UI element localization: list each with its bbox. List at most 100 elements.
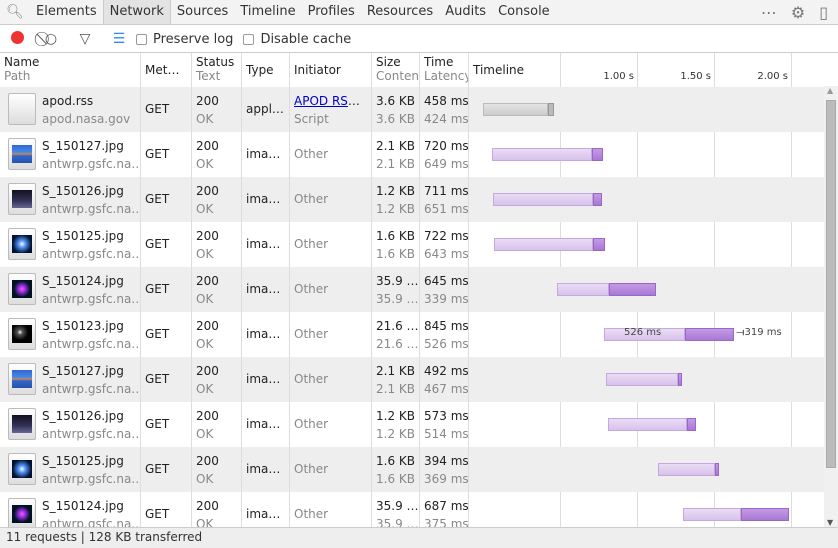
gear-icon[interactable]: ⚙ xyxy=(790,3,806,22)
request-row[interactable]: S_150126.jpg antwrp.gsfc.na… GET 200 OK imag…… xyxy=(0,402,824,447)
tab-timeline[interactable]: Timeline xyxy=(240,4,296,19)
search-icon[interactable]: 🔍︎ xyxy=(6,4,24,20)
tab-profiles[interactable]: Profiles xyxy=(307,4,355,19)
request-row[interactable]: S_150126.jpg antwrp.gsfc.na… GET 200 OK imag…… xyxy=(0,177,824,222)
type-cell: imag… xyxy=(242,132,290,177)
column-header-name[interactable]: Name Path xyxy=(0,53,141,87)
latency-bar[interactable] xyxy=(493,238,593,251)
type-cell: appli… xyxy=(242,87,290,132)
record-button[interactable] xyxy=(0,30,34,48)
initiator-link[interactable]: APOD RSS:0 xyxy=(294,94,368,108)
column-title: Time xyxy=(424,55,454,69)
cell-primary: S_150123.jpg xyxy=(42,319,124,333)
time-cell: 711 ms 651 ms xyxy=(420,177,469,222)
file-thumbnail-icon xyxy=(8,498,36,530)
request-row[interactable]: S_150124.jpg antwrp.gsfc.na… GET 200 OK imag…… xyxy=(0,267,824,312)
receive-bar[interactable] xyxy=(548,103,554,116)
file-thumbnail-icon xyxy=(8,363,36,395)
request-row[interactable]: S_150124.jpg antwrp.gsfc.na… GET 200 OK imag…… xyxy=(0,492,824,537)
cell-primary: 1.2 KB xyxy=(376,409,415,423)
latency-bar[interactable] xyxy=(604,328,686,341)
initiator-cell: Other xyxy=(290,357,372,402)
column-header-time[interactable]: Time Latency xyxy=(420,53,469,87)
cell-secondary: 35.9 … xyxy=(376,292,419,306)
initiator-cell: Other xyxy=(290,492,372,537)
receive-bar[interactable] xyxy=(592,238,606,251)
receive-bar[interactable] xyxy=(609,283,657,296)
column-header-size[interactable]: Size Content xyxy=(372,53,420,87)
request-row[interactable]: S_150125.jpg antwrp.gsfc.na… GET 200 OK imag…… xyxy=(0,447,824,492)
column-title: Status xyxy=(196,55,235,69)
preserve-log-checkbox[interactable]: Preserve log xyxy=(136,32,233,47)
dock-icon[interactable]: ▯ xyxy=(819,3,828,22)
receive-bar[interactable] xyxy=(714,463,719,476)
large-rows-icon[interactable]: ☰ xyxy=(112,31,126,47)
tab-console[interactable]: Console xyxy=(498,4,550,19)
file-thumbnail-icon xyxy=(8,93,36,125)
column-header-initiator[interactable]: Initiator xyxy=(290,53,372,87)
tab-elements[interactable]: Elements xyxy=(36,4,97,19)
latency-bar[interactable] xyxy=(556,283,610,296)
column-title: Name xyxy=(4,55,40,69)
cell-primary: 200 xyxy=(196,139,219,153)
disable-cache-checkbox[interactable]: Disable cache xyxy=(243,32,351,47)
column-header-status[interactable]: Status Text xyxy=(192,53,242,87)
tab-sources[interactable]: Sources xyxy=(176,4,229,19)
initiator-cell: Other xyxy=(290,447,372,492)
column-subtitle: Path xyxy=(4,69,31,83)
time-cell: 722 ms 643 ms xyxy=(420,222,469,267)
receive-bar[interactable] xyxy=(740,508,789,521)
tab-network[interactable]: Network xyxy=(102,0,171,24)
latency-bar[interactable] xyxy=(491,148,592,161)
tab-resources[interactable]: Resources xyxy=(366,4,434,19)
file-thumbnail-icon xyxy=(8,453,36,485)
receive-bar[interactable] xyxy=(593,193,603,206)
request-row[interactable]: S_150123.jpg antwrp.gsfc.na… GET 200 OK imag…… xyxy=(0,312,824,357)
request-row[interactable]: S_150125.jpg antwrp.gsfc.na… GET 200 OK imag…… xyxy=(0,222,824,267)
scrollbar-thumb[interactable] xyxy=(826,100,836,468)
request-row[interactable]: S_150127.jpg antwrp.gsfc.na… GET 200 OK imag…… xyxy=(0,132,824,177)
cell-secondary: 651 ms xyxy=(424,202,469,216)
column-header-timeline[interactable]: Timeline xyxy=(469,53,824,87)
name-cell: S_150126.jpg antwrp.gsfc.na… xyxy=(0,177,141,222)
cell-primary: 200 xyxy=(196,364,219,378)
filter-icon[interactable]: ▽ xyxy=(79,31,91,47)
cell-primary: 35.9 … xyxy=(376,499,419,513)
request-row[interactable]: S_150127.jpg antwrp.gsfc.na… GET 200 OK imag…… xyxy=(0,357,824,402)
latency-bar[interactable] xyxy=(683,508,741,521)
status-cell: 200 OK xyxy=(192,357,242,402)
receive-bar[interactable] xyxy=(685,328,735,341)
timeline-tick-label: 1.50 s xyxy=(680,71,711,82)
clear-button[interactable]: ⃠○ xyxy=(44,31,58,47)
file-thumbnail-icon xyxy=(8,318,36,350)
cell-secondary: 369 ms xyxy=(424,472,469,486)
name-cell: S_150126.jpg antwrp.gsfc.na… xyxy=(0,402,141,447)
cell-secondary: antwrp.gsfc.na… xyxy=(42,472,141,486)
column-header-method[interactable]: Met… xyxy=(141,53,192,87)
receive-bar[interactable] xyxy=(591,148,603,161)
cell-secondary: 424 ms xyxy=(424,112,469,126)
latency-bar[interactable] xyxy=(657,463,715,476)
cell-primary: 645 ms xyxy=(424,274,469,288)
cell-primary: 1.6 KB xyxy=(376,454,415,468)
initiator-cell: Other xyxy=(290,267,372,312)
latency-bar[interactable] xyxy=(608,418,688,431)
receive-bar[interactable] xyxy=(687,418,697,431)
latency-bar[interactable] xyxy=(606,373,678,386)
name-cell: apod.rss apod.nasa.gov xyxy=(0,87,141,132)
timeline-tick-label: 2.00 s xyxy=(757,71,788,82)
scrollbar[interactable]: ▲ ▼ xyxy=(824,86,838,527)
cell-secondary: OK xyxy=(196,472,214,486)
tab-audits[interactable]: Audits xyxy=(445,4,487,19)
cell-primary: 200 xyxy=(196,409,219,423)
preserve-log-label: Preserve log xyxy=(153,31,234,47)
latency-bar[interactable] xyxy=(483,103,549,116)
drawer-toggle-icon[interactable]: ⋯ xyxy=(760,3,777,22)
cell-secondary: apod.nasa.gov xyxy=(42,112,131,126)
receive-bar[interactable] xyxy=(677,373,682,386)
column-header-type[interactable]: Type xyxy=(242,53,290,87)
request-row[interactable]: apod.rss apod.nasa.gov GET 200 OK appli… APOD … xyxy=(0,87,824,132)
latency-bar[interactable] xyxy=(493,193,594,206)
column-title: Type xyxy=(246,63,274,77)
latency-label: 526 ms xyxy=(624,327,662,338)
